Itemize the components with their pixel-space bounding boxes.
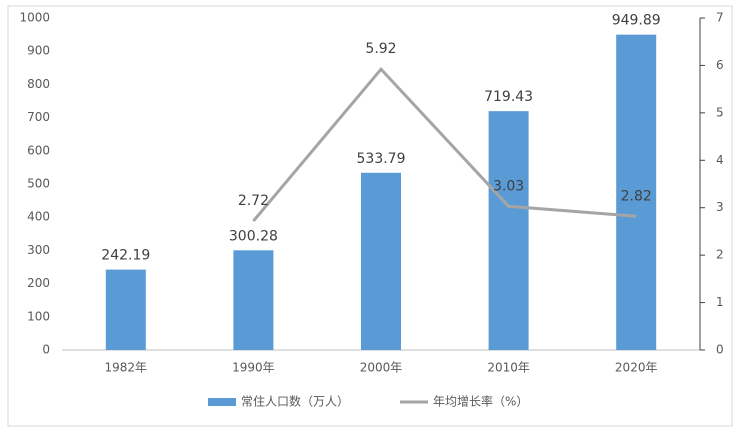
x-tick-label: 2010年 [487, 361, 530, 375]
y2-tick-label: 3 [716, 200, 724, 214]
y-tick-label: 800 [27, 77, 50, 91]
y2-tick-label: 5 [716, 105, 724, 119]
x-tick-label: 2000年 [360, 361, 403, 375]
y-tick-label: 900 [27, 44, 50, 58]
bar-label: 949.89 [612, 13, 661, 29]
y-tick-label: 300 [27, 243, 50, 257]
y-tick-label: 1000 [19, 11, 50, 25]
bar [233, 250, 274, 350]
y-tick-label: 100 [27, 309, 50, 323]
y2-tick-label: 1 [716, 295, 724, 309]
y-tick-label: 0 [42, 343, 50, 357]
y2-tick-label: 4 [716, 153, 724, 167]
bar [105, 269, 146, 350]
bar-label: 533.79 [357, 151, 406, 167]
line-label: 3.03 [493, 178, 524, 194]
bar [616, 34, 657, 350]
y2-tick-label: 6 [716, 58, 724, 72]
y-tick-label: 600 [27, 143, 50, 157]
x-tick-label: 1982年 [105, 361, 148, 375]
bar-label: 242.19 [101, 248, 150, 264]
bar [488, 111, 529, 351]
line-label: 2.82 [621, 188, 652, 204]
legend-swatch [208, 398, 236, 406]
y2-tick-label: 7 [716, 11, 724, 25]
y-tick-label: 700 [27, 110, 50, 124]
y-tick-label: 400 [27, 210, 50, 224]
y2-tick-label: 0 [716, 343, 724, 357]
line-label: 2.72 [238, 193, 269, 209]
bar-label: 300.28 [229, 228, 278, 244]
y-tick-label: 500 [27, 177, 50, 191]
line-label: 5.92 [365, 41, 396, 57]
bar-label: 719.43 [484, 89, 533, 105]
y-tick-label: 200 [27, 276, 50, 290]
line [252, 66, 637, 222]
x-tick-label: 1990年 [232, 361, 275, 375]
bar [361, 172, 401, 350]
x-tick-label: 2020年 [615, 361, 658, 375]
legend-label: 常住人口数（万人） [241, 394, 349, 409]
legend-label: 年均增长率（%） [433, 394, 528, 409]
y2-tick-label: 2 [716, 248, 724, 262]
